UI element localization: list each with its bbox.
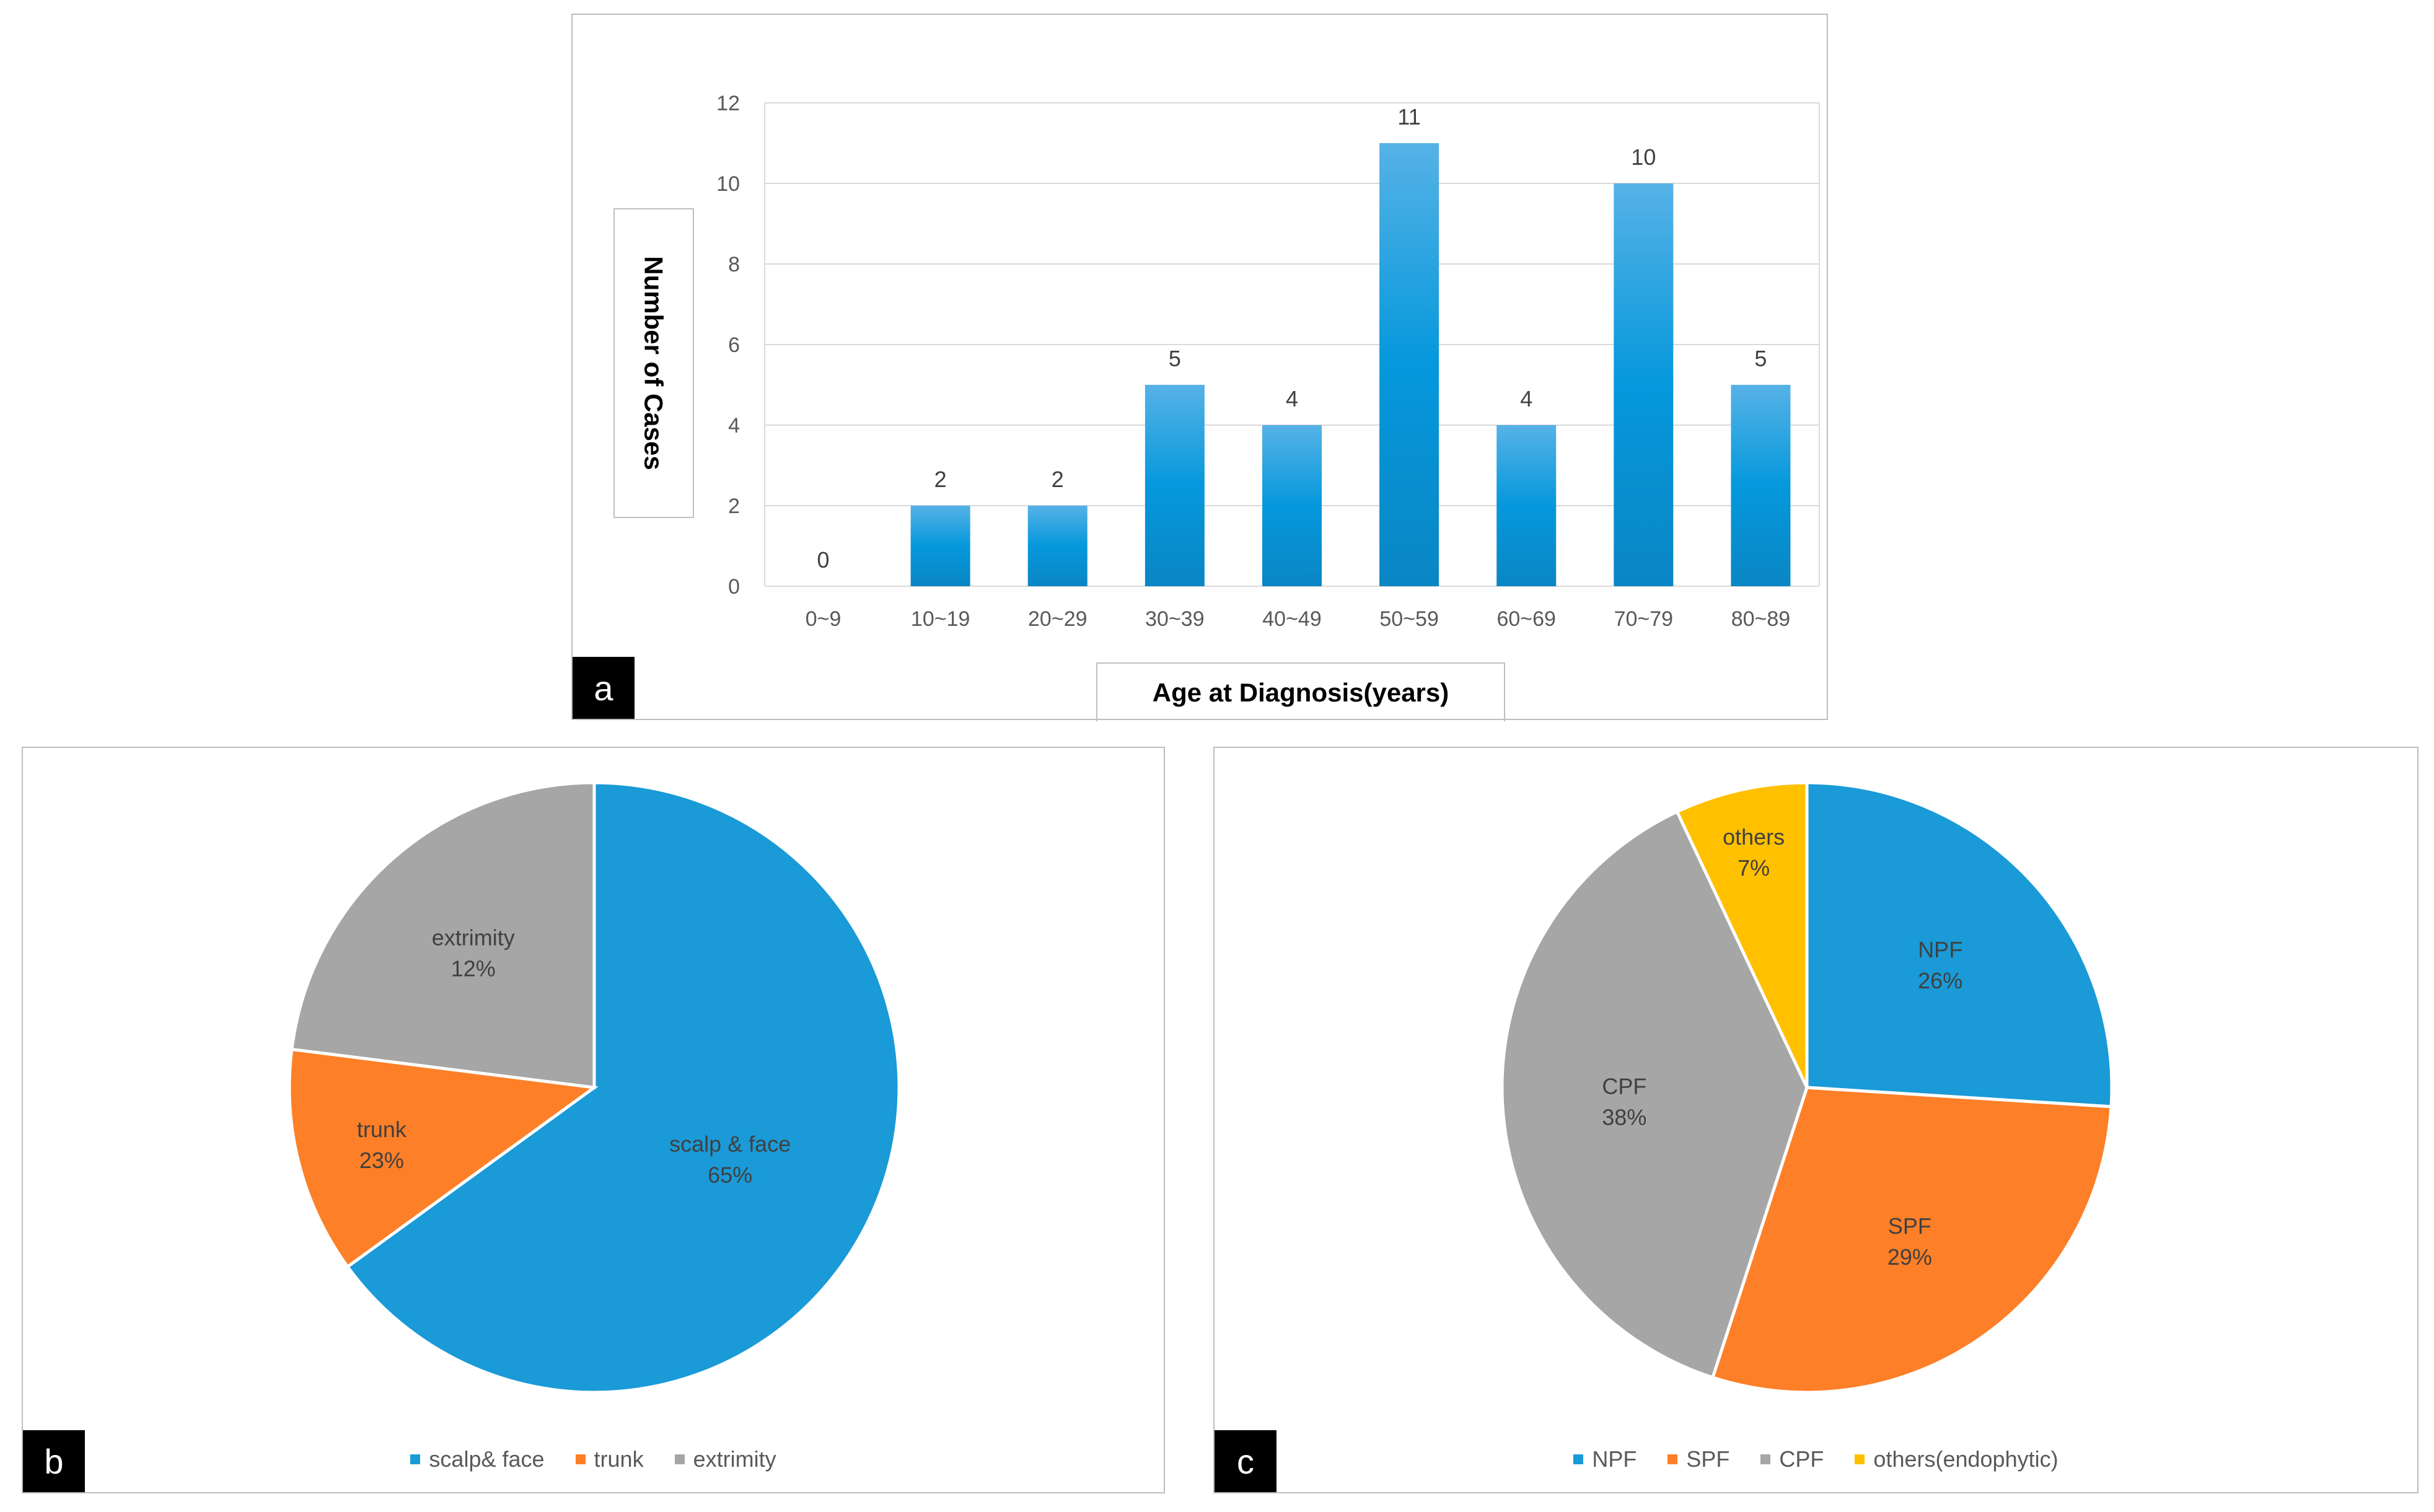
legend-swatch	[1855, 1454, 1865, 1464]
legend-swatch	[1573, 1454, 1584, 1464]
legend-label: extrimity	[693, 1446, 776, 1472]
legend-label: trunk	[594, 1446, 644, 1472]
legend-swatch	[575, 1454, 586, 1464]
bar-10~19	[910, 506, 970, 586]
data-label-10~19: 2	[934, 467, 947, 492]
legend-swatch	[1760, 1454, 1771, 1464]
pie-slice-others	[1675, 781, 1809, 1089]
y-tick-label: 4	[728, 414, 740, 437]
bar-30~39	[1145, 385, 1205, 586]
x-tick-label: 80~89	[1731, 607, 1791, 631]
slice-name-label: others	[1723, 824, 1785, 850]
x-tick-label: 50~59	[1379, 607, 1439, 631]
x-tick-label: 30~39	[1145, 607, 1205, 631]
legend-location: scalp& face trunk extrimity	[23, 1446, 1164, 1472]
data-label-0~9: 0	[817, 547, 830, 573]
slice-name-label: SPF	[1888, 1213, 1931, 1239]
y-tick-label: 8	[728, 253, 740, 276]
legend-type: NPF SPF CPF others(endophytic)	[1215, 1446, 2417, 1472]
bar-80~89	[1731, 385, 1791, 586]
y-tick-label: 10	[716, 172, 740, 196]
y-tick-label: 0	[728, 575, 740, 599]
x-tick-label: 40~49	[1262, 607, 1322, 631]
legend-label: others(endophytic)	[1873, 1446, 2058, 1472]
bar-20~29	[1027, 506, 1087, 586]
panel-letter-c: c	[1215, 1430, 1276, 1492]
slice-percent-label: 7%	[1738, 855, 1770, 881]
x-tick-label: 60~69	[1496, 607, 1556, 631]
slice-percent-label: 38%	[1602, 1105, 1646, 1130]
legend-item: SPF	[1667, 1446, 1729, 1472]
x-tick-label: 70~79	[1614, 607, 1674, 631]
slice-name-label: trunk	[357, 1117, 407, 1142]
slice-percent-label: 65%	[708, 1163, 752, 1188]
slice-percent-label: 12%	[451, 956, 496, 982]
slice-percent-label: 23%	[359, 1148, 404, 1173]
y-axis-label: Number of Cases	[639, 256, 669, 470]
legend-label: scalp& face	[429, 1446, 545, 1472]
legend-label: CPF	[1779, 1446, 1824, 1472]
pie-chart-type-svg: NPF 26% SPF 29% CPF 38% others 7%	[1500, 781, 2114, 1394]
data-label-60~69: 4	[1520, 386, 1532, 411]
pie-slice-extrimity	[290, 781, 596, 1089]
legend-label: NPF	[1592, 1446, 1637, 1472]
legend-swatch	[674, 1454, 685, 1464]
data-label-70~79: 10	[1631, 144, 1656, 170]
slice-percent-label: 26%	[1918, 968, 1962, 993]
legend-item: others(endophytic)	[1855, 1446, 2058, 1472]
slice-name-label: scalp & face	[669, 1132, 791, 1157]
panel-letter-a: a	[573, 657, 635, 719]
panel-letter-b: b	[23, 1430, 85, 1492]
panel-c-pie-chart: NPF 26% SPF 29% CPF 38% others 7% NPF SPF CPF othe…	[1213, 747, 2419, 1493]
x-tick-label: 0~9	[806, 607, 841, 631]
pie-slice-spf	[1710, 1086, 2113, 1394]
data-label-20~29: 2	[1052, 467, 1064, 492]
slice-name-label: extrimity	[432, 925, 515, 951]
data-label-80~89: 5	[1754, 346, 1767, 371]
x-tick-label: 10~19	[911, 607, 970, 631]
legend-swatch	[410, 1454, 421, 1464]
legend-item: scalp& face	[410, 1446, 545, 1472]
x-axis-label-box: Age at Diagnosis(years)	[1096, 662, 1505, 721]
legend-item: trunk	[575, 1446, 644, 1472]
pie-chart-location-svg: scalp & face 65% trunk 23% extrimity 12%	[288, 781, 901, 1394]
legend-item: NPF	[1573, 1446, 1637, 1472]
slice-name-label: CPF	[1602, 1074, 1646, 1099]
slice-name-label: NPF	[1918, 937, 1962, 962]
bar-chart-svg: 0 2 4 6 8 10 12 0 0~9 2 10~19 2 20~29 5 30~39 4 40~49 11 5…	[716, 92, 1820, 631]
data-label-40~49: 4	[1286, 386, 1298, 411]
pie-slice-npf	[1805, 781, 2114, 1109]
pie-slice-cpf	[1500, 809, 1809, 1380]
legend-label: SPF	[1686, 1446, 1730, 1472]
panel-a-bar-chart: 0 2 4 6 8 10 12 0 0~9 2 10~19 2 20~29 5 30~39 4 40~49 11 5…	[571, 14, 1828, 721]
pie-slice-scalp-face	[345, 781, 901, 1394]
bar-60~69	[1496, 425, 1557, 586]
x-tick-label: 20~29	[1028, 607, 1087, 631]
data-label-50~59: 11	[1397, 104, 1420, 130]
y-tick-label: 12	[716, 92, 740, 115]
x-axis-label: Age at Diagnosis(years)	[1152, 677, 1449, 707]
y-axis-label-box: Number of Cases	[613, 208, 694, 518]
panel-b-pie-chart: scalp & face 65% trunk 23% extrimity 12% scal…	[22, 747, 1165, 1493]
bar-40~49	[1262, 425, 1322, 586]
y-tick-label: 6	[728, 333, 740, 357]
legend-swatch	[1667, 1454, 1678, 1464]
bar-50~59	[1379, 143, 1439, 586]
legend-item: CPF	[1760, 1446, 1824, 1472]
slice-percent-label: 29%	[1887, 1244, 1932, 1270]
legend-item: extrimity	[674, 1446, 776, 1472]
y-tick-label: 2	[728, 494, 740, 518]
pie-slice-trunk	[288, 1047, 599, 1269]
data-label-30~39: 5	[1169, 346, 1181, 371]
bar-70~79	[1614, 183, 1674, 586]
